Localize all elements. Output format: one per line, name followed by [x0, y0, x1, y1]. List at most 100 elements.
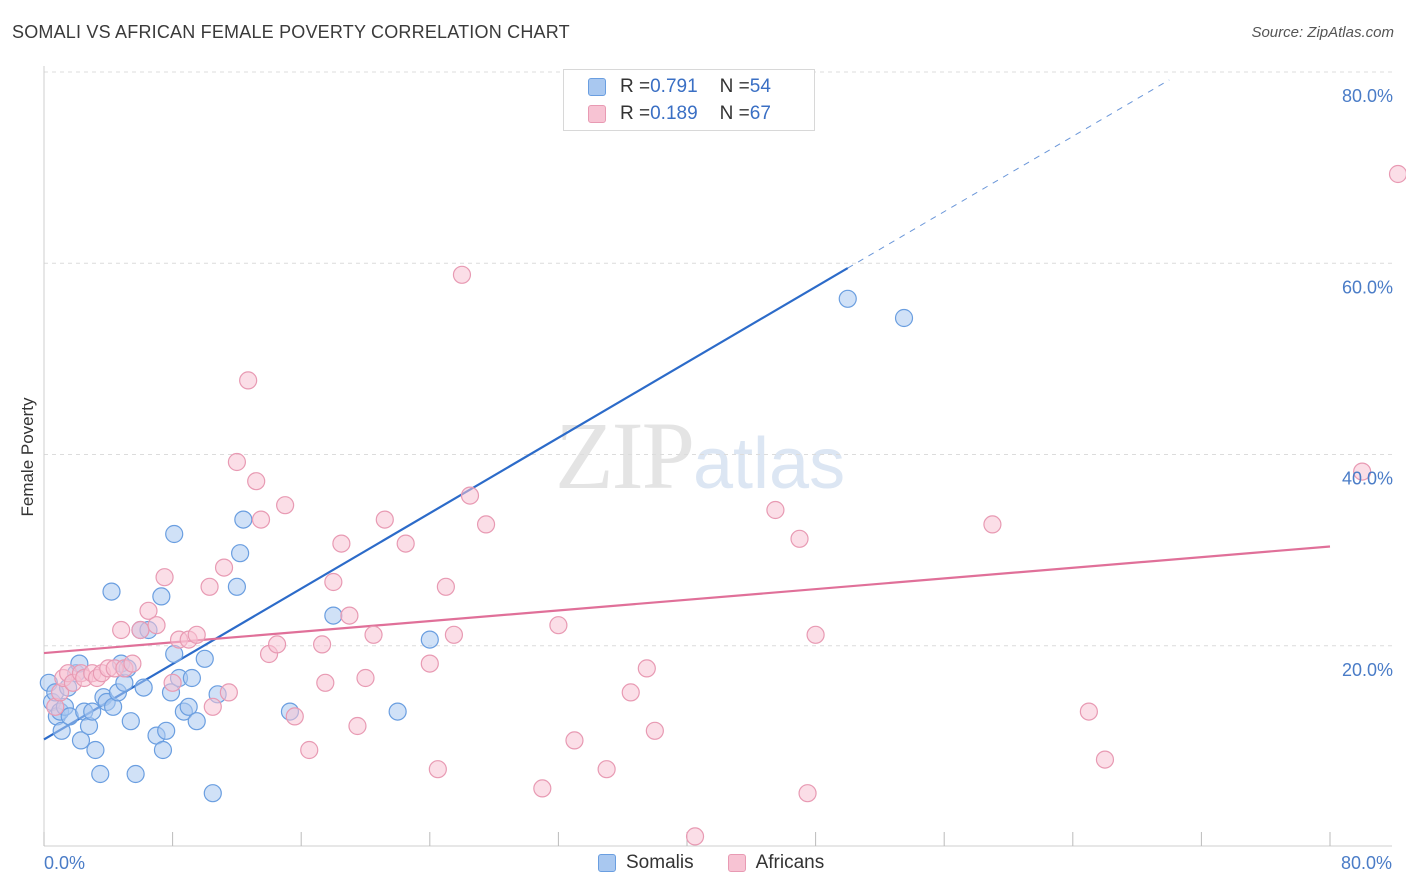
y-tick-label: 60.0%: [1342, 277, 1393, 297]
point-africans: [203, 697, 222, 716]
point-africans: [452, 265, 472, 284]
point-africans: [348, 716, 367, 736]
point-somalis: [71, 731, 91, 750]
point-africans: [1388, 164, 1406, 184]
point-africans: [637, 659, 656, 678]
point-somalis: [165, 524, 184, 544]
trend-extension-somalis: [847, 79, 1170, 269]
point-africans: [312, 635, 332, 654]
correlation-legend: R = 0.791 N = 54 R = 0.189 N = 67: [563, 69, 815, 131]
legend-n-label: N =: [719, 103, 750, 124]
point-africans: [276, 496, 295, 515]
point-africans: [790, 529, 809, 548]
data-points: [39, 164, 1406, 846]
point-somalis: [152, 587, 171, 606]
point-africans: [428, 760, 447, 779]
legend-r-label: R =: [620, 103, 651, 124]
point-africans: [1353, 462, 1372, 481]
watermark: ZIPatlas: [555, 402, 846, 509]
point-africans: [139, 601, 158, 620]
point-africans: [533, 779, 552, 798]
point-africans: [597, 760, 616, 779]
point-africans: [316, 673, 335, 692]
legend-item-somalis[interactable]: Somalis: [598, 852, 694, 874]
legend-label-somalis: Somalis: [626, 852, 694, 873]
trend-lines: [43, 79, 1331, 741]
x-tick-label: 80.0%: [1341, 853, 1392, 873]
point-africans: [187, 625, 206, 644]
point-africans: [227, 452, 246, 472]
point-somalis: [134, 678, 153, 697]
legend-swatch-africans: [727, 854, 746, 872]
point-somalis: [838, 289, 857, 308]
point-somalis: [420, 630, 439, 649]
point-africans: [247, 472, 266, 491]
point-somalis: [83, 702, 102, 721]
point-somalis: [52, 721, 71, 740]
point-africans: [766, 500, 785, 520]
y-tick-label: 20.0%: [1342, 660, 1393, 680]
point-africans: [340, 606, 359, 625]
point-somalis: [388, 702, 407, 721]
point-africans: [420, 654, 439, 673]
legend-item-africans[interactable]: Africans: [727, 852, 825, 874]
legend-r-value: 0.791: [650, 76, 698, 97]
point-africans: [565, 731, 584, 750]
legend-row-somalis: R = 0.791 N = 54: [588, 75, 771, 99]
point-africans: [364, 625, 383, 644]
point-africans: [219, 683, 238, 702]
point-africans: [324, 572, 343, 592]
point-somalis: [894, 308, 914, 328]
source-label: Source: ZipAtlas.com: [1251, 24, 1394, 41]
point-africans: [163, 673, 182, 692]
axes: [43, 66, 1392, 847]
point-africans: [155, 568, 174, 587]
y-tick-label: 80.0%: [1342, 86, 1393, 106]
legend-n-label: N =: [719, 76, 750, 97]
point-africans: [1079, 702, 1098, 721]
point-somalis: [182, 668, 201, 688]
point-africans: [645, 721, 664, 740]
point-africans: [147, 616, 166, 635]
legend-n-value: 67: [749, 103, 771, 124]
point-africans: [300, 740, 319, 760]
point-somalis: [179, 697, 198, 716]
point-africans: [200, 577, 219, 596]
legend-r-value: 0.189: [650, 103, 698, 124]
point-somalis: [203, 784, 222, 803]
point-africans: [285, 707, 304, 726]
legend-n-value: 54: [749, 76, 771, 97]
point-africans: [239, 371, 258, 390]
point-africans: [436, 577, 455, 596]
point-africans: [549, 616, 568, 635]
point-somalis: [126, 764, 145, 784]
point-africans: [983, 515, 1002, 534]
point-africans: [621, 683, 640, 702]
point-somalis: [86, 740, 105, 760]
legend-swatch-somalis: [588, 78, 606, 96]
x-tick-label: 0.0%: [44, 853, 85, 873]
trend-line-africans: [43, 545, 1331, 655]
y-axis-label: Female Poverty: [18, 397, 37, 517]
y-tick-label: 40.0%: [1342, 469, 1393, 489]
point-africans: [460, 486, 480, 505]
legend-swatch-somalis: [598, 854, 616, 872]
point-somalis: [102, 582, 121, 601]
tick-labels: 20.0% 40.0% 60.0% 80.0% 0.0% 80.0%: [44, 86, 1393, 873]
point-africans: [375, 510, 394, 529]
chart-title: SOMALI VS AFRICAN FEMALE POVERTY CORRELA…: [12, 22, 570, 42]
point-africans: [251, 510, 271, 529]
point-somalis: [153, 740, 173, 760]
point-africans: [798, 784, 817, 803]
point-africans: [806, 625, 825, 644]
point-somalis: [121, 712, 140, 731]
point-somalis: [227, 577, 246, 596]
point-africans: [444, 625, 464, 644]
legend-swatch-africans: [588, 105, 606, 123]
point-africans: [476, 515, 496, 534]
legend-label-africans: Africans: [755, 852, 825, 873]
point-somalis: [231, 544, 250, 563]
point-africans: [332, 534, 351, 553]
point-somalis: [187, 712, 206, 731]
